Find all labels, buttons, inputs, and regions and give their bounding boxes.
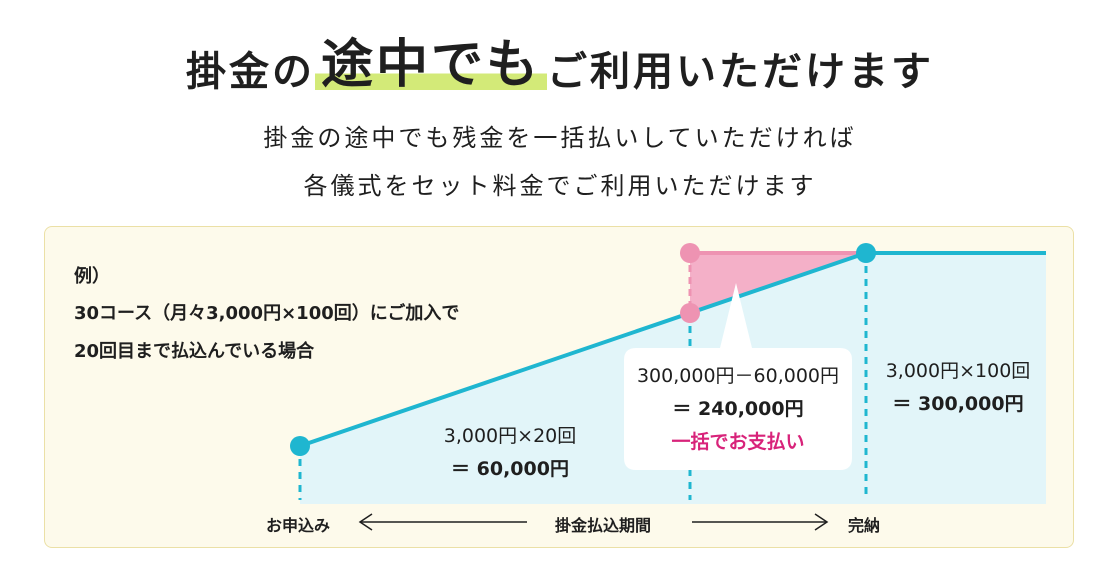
- paid-total: ＝ 60,000円: [451, 458, 569, 480]
- total-amount-label: 3,000円×100回 ＝ 300,000円: [870, 355, 1046, 421]
- axis-arrowhead-left: [358, 513, 373, 531]
- axis-arrowhead-right: [814, 513, 829, 531]
- example-condition: 20回目まで払込んでいる場合: [74, 341, 315, 362]
- balance-formula: 300,000円－60,000円: [636, 365, 840, 387]
- page-title: 掛金の 途中でも ご利用いただけます: [0, 22, 1120, 102]
- example-course: 30コース（月々3,000円×100回）にご加入で: [74, 303, 460, 324]
- axis-end-label: 完納: [848, 516, 881, 535]
- lump-sum-label: 一括でお支払い: [671, 431, 805, 453]
- total-sum: ＝ 300,000円: [892, 393, 1024, 415]
- start-point: [290, 436, 310, 456]
- title-part-2: ご利用いただけます: [547, 49, 934, 95]
- paid-formula: 3,000円×20回: [443, 425, 577, 447]
- complete-point: [856, 243, 876, 263]
- balance-callout: [624, 283, 852, 470]
- balance-total: ＝ 240,000円: [672, 398, 804, 420]
- paid-amount-label: 3,000円×20回 ＝ 60,000円: [420, 420, 600, 486]
- title-highlight: 途中でも: [314, 35, 547, 95]
- axis-start-label: お申込み: [266, 516, 331, 535]
- subtitle-line-1: 掛金の途中でも残金を一括払いしていただければ: [263, 124, 857, 152]
- subtitle-line-2: 各儀式をセット料金でご利用いただけます: [303, 172, 817, 200]
- example-heading: 例）: [74, 266, 110, 287]
- balance-label: 300,000円－60,000円 ＝ 240,000円 一括でお支払い: [626, 360, 850, 459]
- twentieth-payment-point: [680, 303, 700, 323]
- axis-period-label: 掛金払込期間: [555, 516, 652, 535]
- balance-top-point: [680, 243, 700, 263]
- total-formula: 3,000円×100回: [885, 360, 1031, 382]
- title-part-1: 掛金の: [185, 49, 315, 95]
